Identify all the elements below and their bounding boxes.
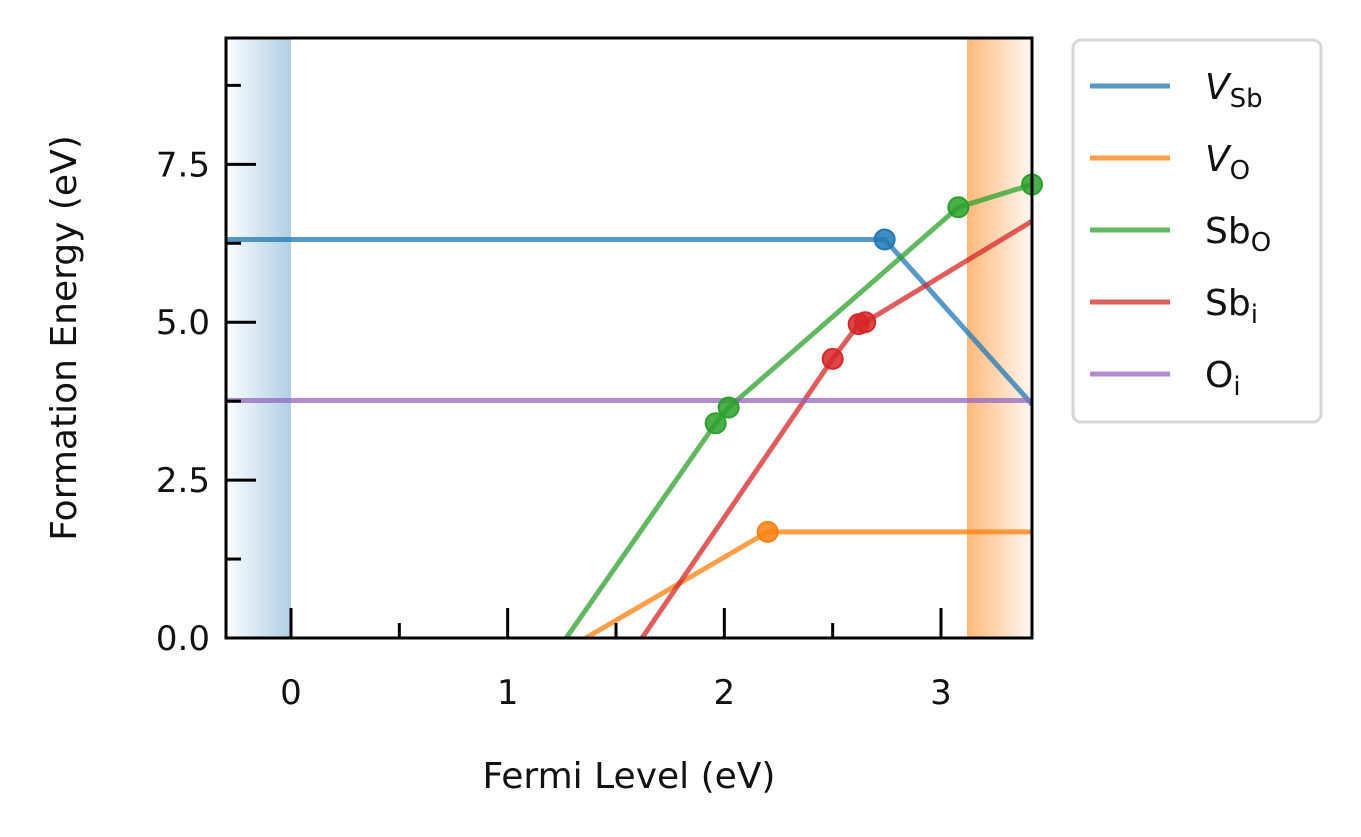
legend-label-O_i: Oi [1205, 355, 1241, 402]
x-tick-label: 2 [714, 673, 736, 713]
marker-Sb_O-2 [947, 196, 970, 219]
marker-V_O-0 [756, 520, 779, 543]
x-tick-label: 1 [497, 673, 519, 713]
marker-V_Sb-0 [873, 228, 896, 251]
legend-label-Sb_O: SbO [1205, 211, 1271, 258]
marker-Sb_i-2 [854, 311, 877, 334]
y-tick-label: 2.5 [156, 461, 210, 501]
conduction-band-region [967, 38, 1032, 638]
x-tick-label: 0 [280, 673, 302, 713]
plot-frame [224, 36, 1034, 640]
x-axis-label: Fermi Level (eV) [483, 756, 776, 797]
series-line-V_Sb [226, 237, 1032, 406]
y-tick-label: 7.5 [156, 145, 210, 185]
legend: VSb VO SbO Sbi Oi [1071, 38, 1323, 424]
marker-Sb_O-0 [704, 412, 727, 435]
y-axis-label: Formation Energy (eV) [44, 135, 85, 541]
valence-band-region [226, 38, 291, 638]
marker-Sb_O-1 [717, 396, 740, 419]
legend-label-V_O: VO [1205, 139, 1250, 186]
legend-box [1071, 38, 1323, 424]
x-tick-label: 3 [930, 673, 952, 713]
legend-label-V_Sb: VSb [1205, 67, 1263, 114]
y-tick-label: 0.0 [156, 619, 210, 659]
marker-Sb_i-0 [821, 347, 844, 370]
legend-label-Sb_i: Sbi [1205, 283, 1258, 330]
y-tick-label: 5.0 [156, 303, 210, 343]
